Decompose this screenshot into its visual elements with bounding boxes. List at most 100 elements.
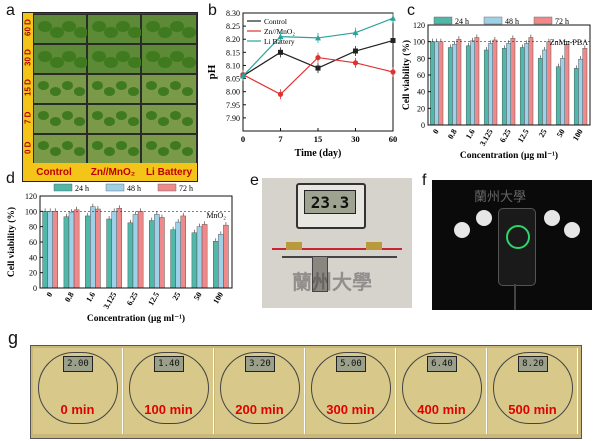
time-frame: 2.00 0 min [33,348,123,434]
battery-cell-4 [564,222,580,238]
lcd-display: 2.00 [63,356,93,372]
bar [42,211,48,289]
legend-swatch [53,183,73,192]
bar [434,41,439,126]
time-label: 400 min [417,402,466,417]
bar [191,232,198,289]
plant-pot-cell [33,134,87,164]
bar [106,218,112,289]
y-tick-label: 100 [25,207,37,216]
x-tick-label: 0 [241,134,245,144]
y-tick-label: 120 [25,192,37,201]
y-tick-label: 0 [33,284,37,293]
y-tick-label: 60 [29,238,37,247]
panel-label-e: e [250,172,259,189]
plant-leaf [158,57,172,69]
plant-pot-cell [33,14,88,44]
y-tick-label: 80 [29,223,37,232]
data-point [390,15,396,21]
x-tick-label: 12.5 [516,128,531,145]
plant-leaf [116,51,130,63]
wire-loop [38,352,118,424]
plant-leaf [116,111,127,120]
chart-annotation: ZnMn-PBA [550,38,588,47]
lcd-display: 6.40 [427,356,457,372]
plant-pot-cell [87,44,142,74]
ph-line-chart: 7.90 7.95 8.00 8.05 8.10 8.15 8.20 8.25 8.30 0 7 15… [206,9,397,159]
plant-leaf [182,87,193,96]
chart-annotation: MnO₂ [206,211,226,220]
data-point [315,65,321,71]
data-point [278,49,283,55]
plant-leaf [182,117,193,126]
bar [429,41,435,126]
plant-leaf [170,21,184,33]
x-tick-label: 50 [555,128,567,139]
plant-pot-cell [33,104,87,134]
plant-leaf [146,111,157,120]
thermometer-device: 23.3 [296,183,366,229]
plant-pot-cell [141,44,197,74]
y-tick-label: 20 [417,104,425,113]
legend-label: Control [264,17,287,26]
y-tick-label: 0 [421,121,425,130]
plant-leaf [116,141,127,150]
plant-pot-cell [141,104,197,134]
legend-label: Zn//MnO₂ [264,27,295,36]
y-tick-label: 100 [413,38,425,47]
plant-leaf [146,51,160,63]
bar [560,58,565,126]
x-tick-label: 100 [211,291,225,306]
clip-left [286,242,302,250]
university-logo-watermark: 蘭州大學 [474,189,527,204]
y-tick-label: 8.20 [226,35,240,44]
plant-leaf [62,21,76,33]
bar [564,43,570,126]
column-label-znmno2: Zn//MnO₂ [85,163,141,181]
bar [218,234,224,289]
plant-leaf [38,111,49,120]
data-point [390,38,396,44]
bar [474,37,480,126]
time-label: 300 min [326,402,375,417]
plant-leaf [50,117,61,126]
plant-leaf [146,21,160,33]
plant-pot-cell [141,134,197,164]
wire-loop [493,352,573,424]
plant-leaf [128,87,139,96]
x-tick-label: 100 [571,128,585,143]
bar [573,68,579,126]
bar [501,48,507,126]
plant-leaf [170,141,181,150]
data-point [390,69,396,75]
bar [438,41,444,126]
phone-charging-photo: 蘭州大學 [432,180,592,310]
plant-leaf [38,51,52,63]
bar [116,208,122,289]
panel-label-g: g [8,328,19,348]
time-frame: 3.20 200 min [215,348,305,434]
y-tick-label: 120 [413,21,425,30]
bar [52,211,58,289]
plant-leaf [74,147,85,156]
y-tick-label: 80 [417,54,425,63]
legend-label: 48 h [505,17,519,26]
bar [63,216,70,289]
bar [68,211,75,289]
plant-leaf [104,87,115,96]
charging-ring-icon [506,225,530,249]
battery-wire-right [282,256,397,258]
plant-leaf [158,87,169,96]
plant-leaf [104,147,115,156]
time-frame: 1.40 100 min [124,348,214,434]
data-point [277,33,284,40]
smartphone [498,208,536,286]
time-label: 100 min [144,402,193,417]
plant-pot-cell [87,104,141,134]
plant-growth-photo: 60 D 30 D 15 D 7 D 0 D Control Zn//MnO₂ … [22,12,198,182]
plant-leaf [74,57,88,69]
time-frame: 6.40 400 min [397,348,487,434]
time-frame: 8.20 500 min [488,348,578,434]
battery-cell-2 [476,210,492,226]
thermometer-photo: 23.3 蘭州大學 [262,178,412,308]
